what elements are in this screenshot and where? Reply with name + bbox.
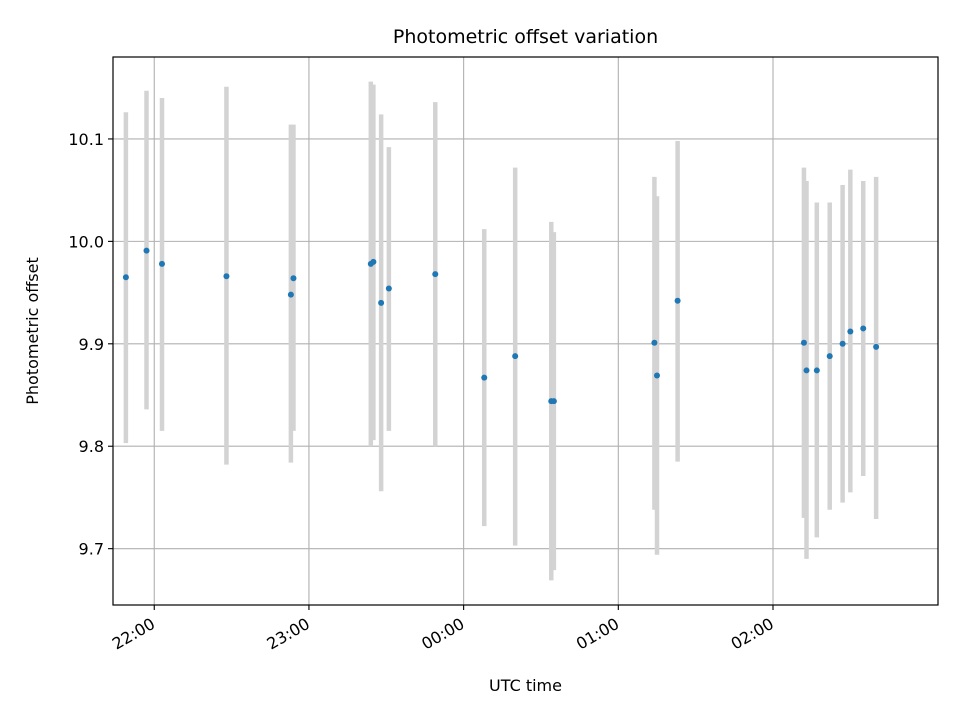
y-tick-label: 9.9 [79, 335, 104, 354]
data-point [378, 299, 385, 306]
data-point [143, 247, 150, 254]
plot-frame [112, 56, 939, 606]
data-point [826, 353, 833, 360]
data-point [860, 325, 867, 332]
data-point [800, 339, 807, 346]
data-point [550, 398, 557, 405]
data-point [385, 285, 392, 292]
data-point [674, 297, 681, 304]
y-axis-ticks: 9.7 9.8 9.9 10.0 10.1 [68, 130, 113, 559]
data-points [122, 247, 880, 405]
data-point [122, 274, 129, 281]
data-point [223, 273, 230, 280]
y-tick-label: 9.7 [79, 540, 104, 559]
data-point [432, 271, 439, 278]
data-point [481, 374, 488, 381]
data-point [287, 291, 294, 298]
data-point [370, 258, 377, 265]
data-point [839, 340, 846, 347]
data-point [158, 260, 165, 267]
data-point [803, 367, 810, 374]
grid-lines [113, 57, 938, 605]
data-point [873, 343, 880, 350]
data-point [290, 275, 297, 282]
y-tick-label: 9.8 [79, 437, 104, 456]
x-axis-label: UTC time [489, 676, 562, 695]
data-point [512, 353, 519, 360]
data-point [813, 367, 820, 374]
data-point [653, 372, 660, 379]
y-axis-label: Photometric offset [23, 257, 42, 405]
chart-title: Photometric offset variation [393, 26, 658, 48]
y-tick-label: 10.0 [68, 232, 104, 251]
y-tick-label: 10.1 [68, 130, 104, 149]
data-point [651, 339, 658, 346]
data-point [847, 328, 854, 335]
